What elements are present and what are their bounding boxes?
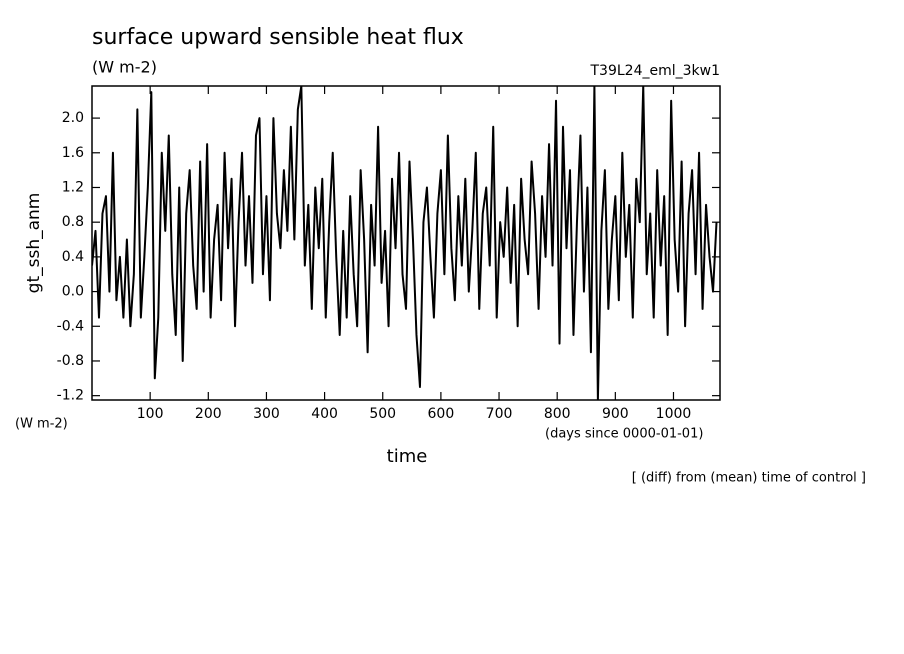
chart-title: surface upward sensible heat flux [92, 25, 464, 50]
x-tick-label: 100 [137, 406, 164, 422]
chart-subtitle: (W m-2) [92, 58, 157, 77]
note: [ (diff) from (mean) time of control ] [632, 471, 866, 486]
y-tick-label: -0.8 [57, 353, 84, 369]
x-axis-label: time [387, 446, 428, 467]
x-tick-label: 300 [253, 406, 280, 422]
x-tick-label: 900 [602, 406, 629, 422]
data-line [92, 86, 718, 400]
x-tick-label: 500 [369, 406, 396, 422]
y-tick-label: -0.4 [57, 318, 84, 334]
x-tick-label: 700 [486, 406, 513, 422]
y-axis-label: gt_ssh_anm [24, 193, 44, 294]
x-units: (days since 0000-01-01) [545, 427, 703, 442]
x-tick-label: 400 [311, 406, 338, 422]
y-tick-label: 1.6 [62, 145, 84, 161]
plot-frame [91, 85, 721, 401]
y-tick-label: 1.2 [62, 179, 84, 195]
y-tick-label: -1.2 [57, 388, 84, 404]
y-tick-label: 2.0 [62, 110, 84, 126]
y-tick-label: 0.4 [62, 249, 84, 265]
run-label: T39L24_eml_3kw1 [590, 63, 721, 79]
y-tick-label: 0.8 [62, 214, 84, 230]
y-units: (W m-2) [15, 417, 68, 432]
x-tick-label: 800 [544, 406, 571, 422]
x-tick-label: 200 [195, 406, 222, 422]
x-tick-label: 1000 [656, 406, 692, 422]
y-tick-label: 0.0 [62, 284, 84, 300]
x-tick-label: 600 [428, 406, 455, 422]
